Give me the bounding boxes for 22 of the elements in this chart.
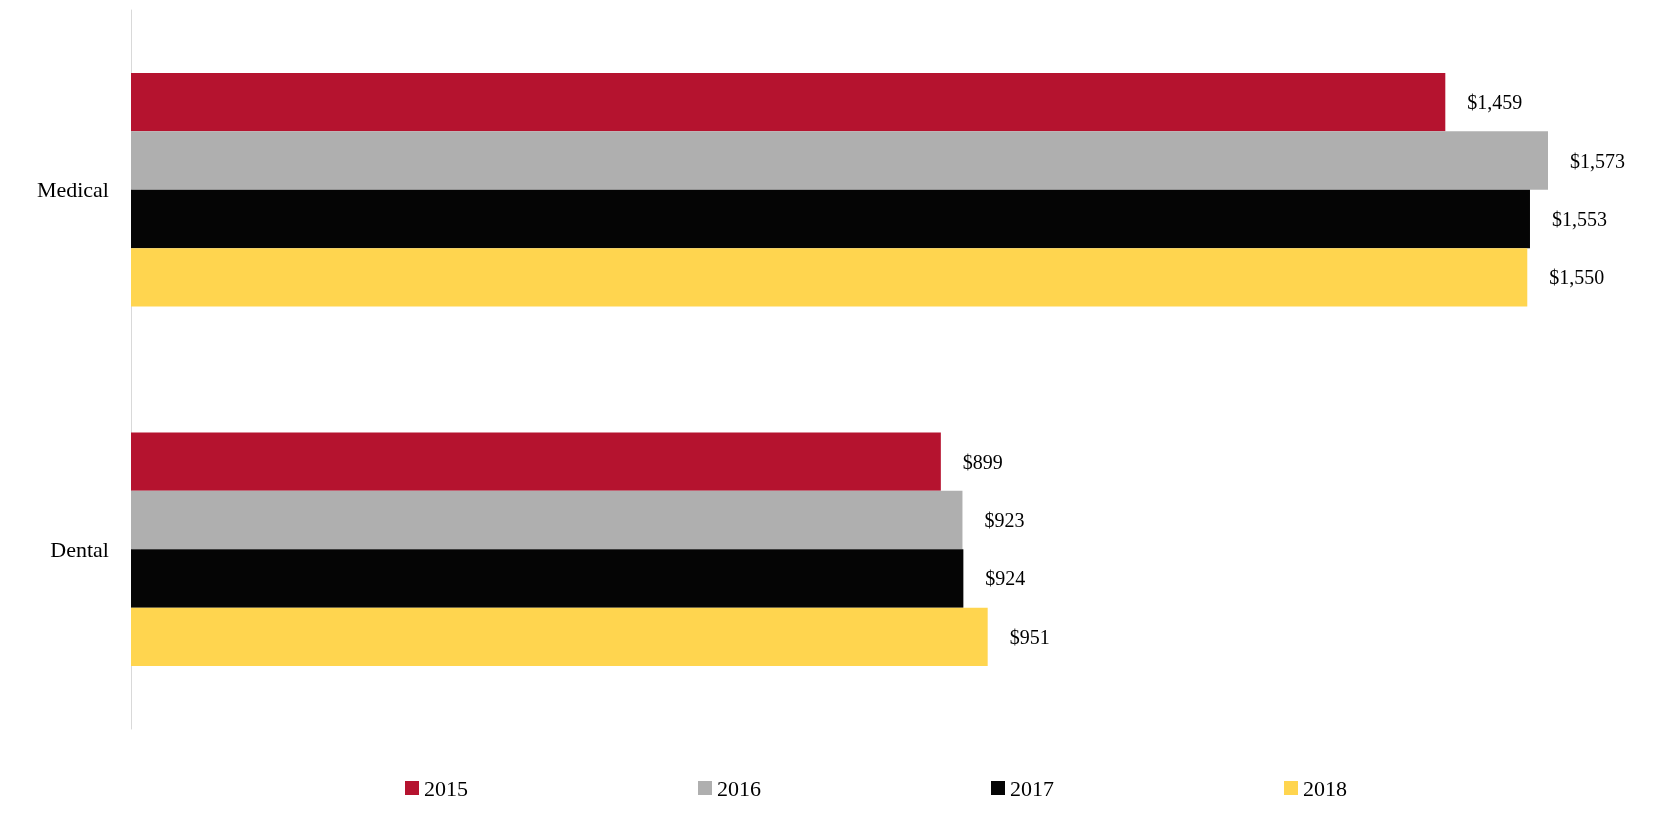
legend-label: 2017 xyxy=(1010,775,1054,801)
data-label: $899 xyxy=(962,450,1003,473)
bar xyxy=(131,432,941,491)
bar xyxy=(131,549,964,608)
data-label: $1,553 xyxy=(1551,207,1607,230)
legend-label: 2016 xyxy=(717,775,761,801)
data-label: $923 xyxy=(984,509,1025,532)
bar xyxy=(131,189,1530,249)
bar xyxy=(131,607,988,667)
bar xyxy=(131,72,1446,132)
y-tick-label: Dental xyxy=(50,536,109,562)
bar xyxy=(131,490,963,550)
data-label: $1,550 xyxy=(1549,266,1605,289)
legend-label: 2015 xyxy=(424,775,468,801)
data-label: $951 xyxy=(1009,625,1050,648)
data-label: $1,573 xyxy=(1570,149,1625,172)
y-tick-label: Medical xyxy=(36,177,109,203)
data-label: $1,459 xyxy=(1467,91,1523,114)
bar xyxy=(131,248,1528,307)
bar xyxy=(131,131,1548,190)
legend-label: 2018 xyxy=(1303,775,1347,801)
data-label: $924 xyxy=(985,567,1026,590)
